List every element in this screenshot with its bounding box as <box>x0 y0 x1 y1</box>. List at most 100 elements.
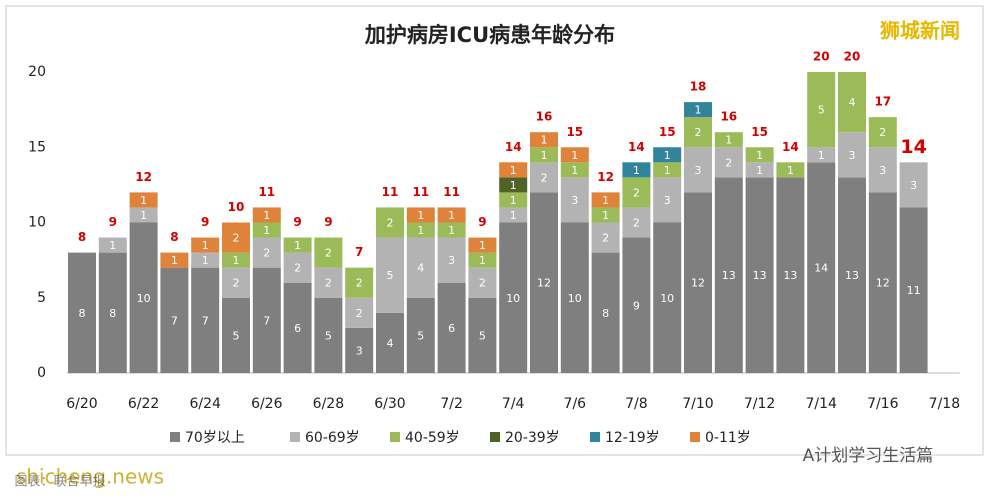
segment-label: 1 <box>202 239 209 252</box>
x-tick-label: 7/8 <box>625 396 648 412</box>
segment-label: 1 <box>725 134 732 147</box>
segment-label: 2 <box>879 126 886 139</box>
segment-label: 2 <box>263 247 270 260</box>
total-label: 20 <box>813 50 830 64</box>
bar-segment <box>376 312 404 373</box>
bar-segment <box>684 192 712 373</box>
segment-label: 2 <box>325 247 332 260</box>
segment-label: 13 <box>845 269 859 282</box>
total-label: 14 <box>505 140 522 154</box>
segment-label: 13 <box>783 269 797 282</box>
segment-label: 4 <box>387 337 394 350</box>
segment-label: 3 <box>849 149 856 162</box>
bar-segment <box>560 177 589 223</box>
segment-label: 1 <box>263 209 270 222</box>
bar-segment <box>499 207 528 223</box>
bar-segment <box>191 267 220 373</box>
y-tick-label: 5 <box>37 290 46 306</box>
legend-label: 20-39岁 <box>505 430 560 446</box>
bar-segment <box>868 147 897 193</box>
segment-label: 2 <box>325 277 332 290</box>
total-label: 15 <box>751 125 768 139</box>
watermark: A计划学习生活篇 <box>803 446 934 466</box>
legend-label: 12-19岁 <box>605 430 660 446</box>
segment-label: 2 <box>695 126 702 139</box>
watermark: 图表：联合早报 <box>14 475 105 490</box>
segment-label: 1 <box>756 149 763 162</box>
segment-label: 5 <box>417 329 424 342</box>
bar-segment <box>406 222 435 238</box>
bar-segment <box>376 207 404 238</box>
bar-segment <box>160 252 189 268</box>
segment-label: 10 <box>137 292 151 305</box>
bar-segment <box>437 282 466 373</box>
bar-segment <box>653 162 682 178</box>
segment-label: 8 <box>109 307 116 320</box>
total-label: 9 <box>109 215 117 229</box>
watermark: shicheng.news <box>16 465 164 489</box>
total-label: 11 <box>443 185 460 199</box>
bar-segment <box>406 207 435 223</box>
bar-segment <box>160 267 189 373</box>
bar-segment <box>499 162 528 178</box>
bar-segment <box>191 252 220 268</box>
total-label: 12 <box>135 170 152 184</box>
total-label: 16 <box>720 110 737 124</box>
bar-segment <box>252 207 281 223</box>
segment-label: 10 <box>506 292 520 305</box>
total-label: 8 <box>170 230 178 244</box>
bar-segment <box>499 192 528 208</box>
bar-segment <box>653 177 682 223</box>
bar-segment <box>129 222 158 373</box>
bar-segment <box>283 237 312 253</box>
bar-segment <box>376 237 404 313</box>
segment-label: 5 <box>233 329 240 342</box>
x-tick-label: 7/18 <box>929 396 960 412</box>
total-label: 17 <box>874 95 891 109</box>
y-tick-label: 15 <box>28 139 46 155</box>
legend-label: 0-11岁 <box>705 430 751 446</box>
segment-label: 3 <box>356 344 363 357</box>
bar-segment <box>560 147 589 163</box>
x-tick-label: 7/6 <box>564 396 587 412</box>
legend-label: 70岁以上 <box>185 430 245 446</box>
bar-segment <box>499 177 528 193</box>
segment-label: 1 <box>448 224 455 237</box>
segment-label: 1 <box>294 239 301 252</box>
segment-label: 2 <box>479 277 486 290</box>
segment-label: 2 <box>633 217 640 230</box>
segment-label: 5 <box>479 329 486 342</box>
segment-label: 8 <box>79 307 86 320</box>
segment-label: 2 <box>356 307 363 320</box>
segment-label: 1 <box>510 179 517 192</box>
segment-label: 4 <box>417 262 424 275</box>
bar-segment <box>437 237 466 283</box>
bar-segment <box>807 147 836 163</box>
legend-label: 40-59岁 <box>405 430 460 446</box>
bar-segment <box>129 207 158 223</box>
bar-segment <box>714 147 743 178</box>
bar-segment <box>530 162 558 193</box>
total-label: 8 <box>78 230 86 244</box>
bar-segment <box>622 207 651 238</box>
bar-segment <box>468 237 497 253</box>
bar-segment <box>591 222 620 253</box>
bar-segment <box>314 237 343 268</box>
bar-segment <box>252 222 281 238</box>
segment-label: 7 <box>263 314 270 327</box>
segment-label: 1 <box>479 239 486 252</box>
total-label: 15 <box>566 125 583 139</box>
x-tick-label: 7/14 <box>805 396 837 412</box>
bar-segment <box>406 237 435 298</box>
bar-segment <box>684 147 712 193</box>
bar-segment <box>776 177 805 373</box>
x-tick-label: 7/16 <box>867 396 899 412</box>
segment-label: 3 <box>695 164 702 177</box>
segment-label: 5 <box>325 329 332 342</box>
bar-segment <box>714 177 743 373</box>
bar-segment <box>745 177 774 373</box>
segment-label: 1 <box>233 254 240 267</box>
total-label: 14 <box>782 140 799 154</box>
segment-label: 1 <box>756 164 763 177</box>
segment-label: 11 <box>907 284 921 297</box>
